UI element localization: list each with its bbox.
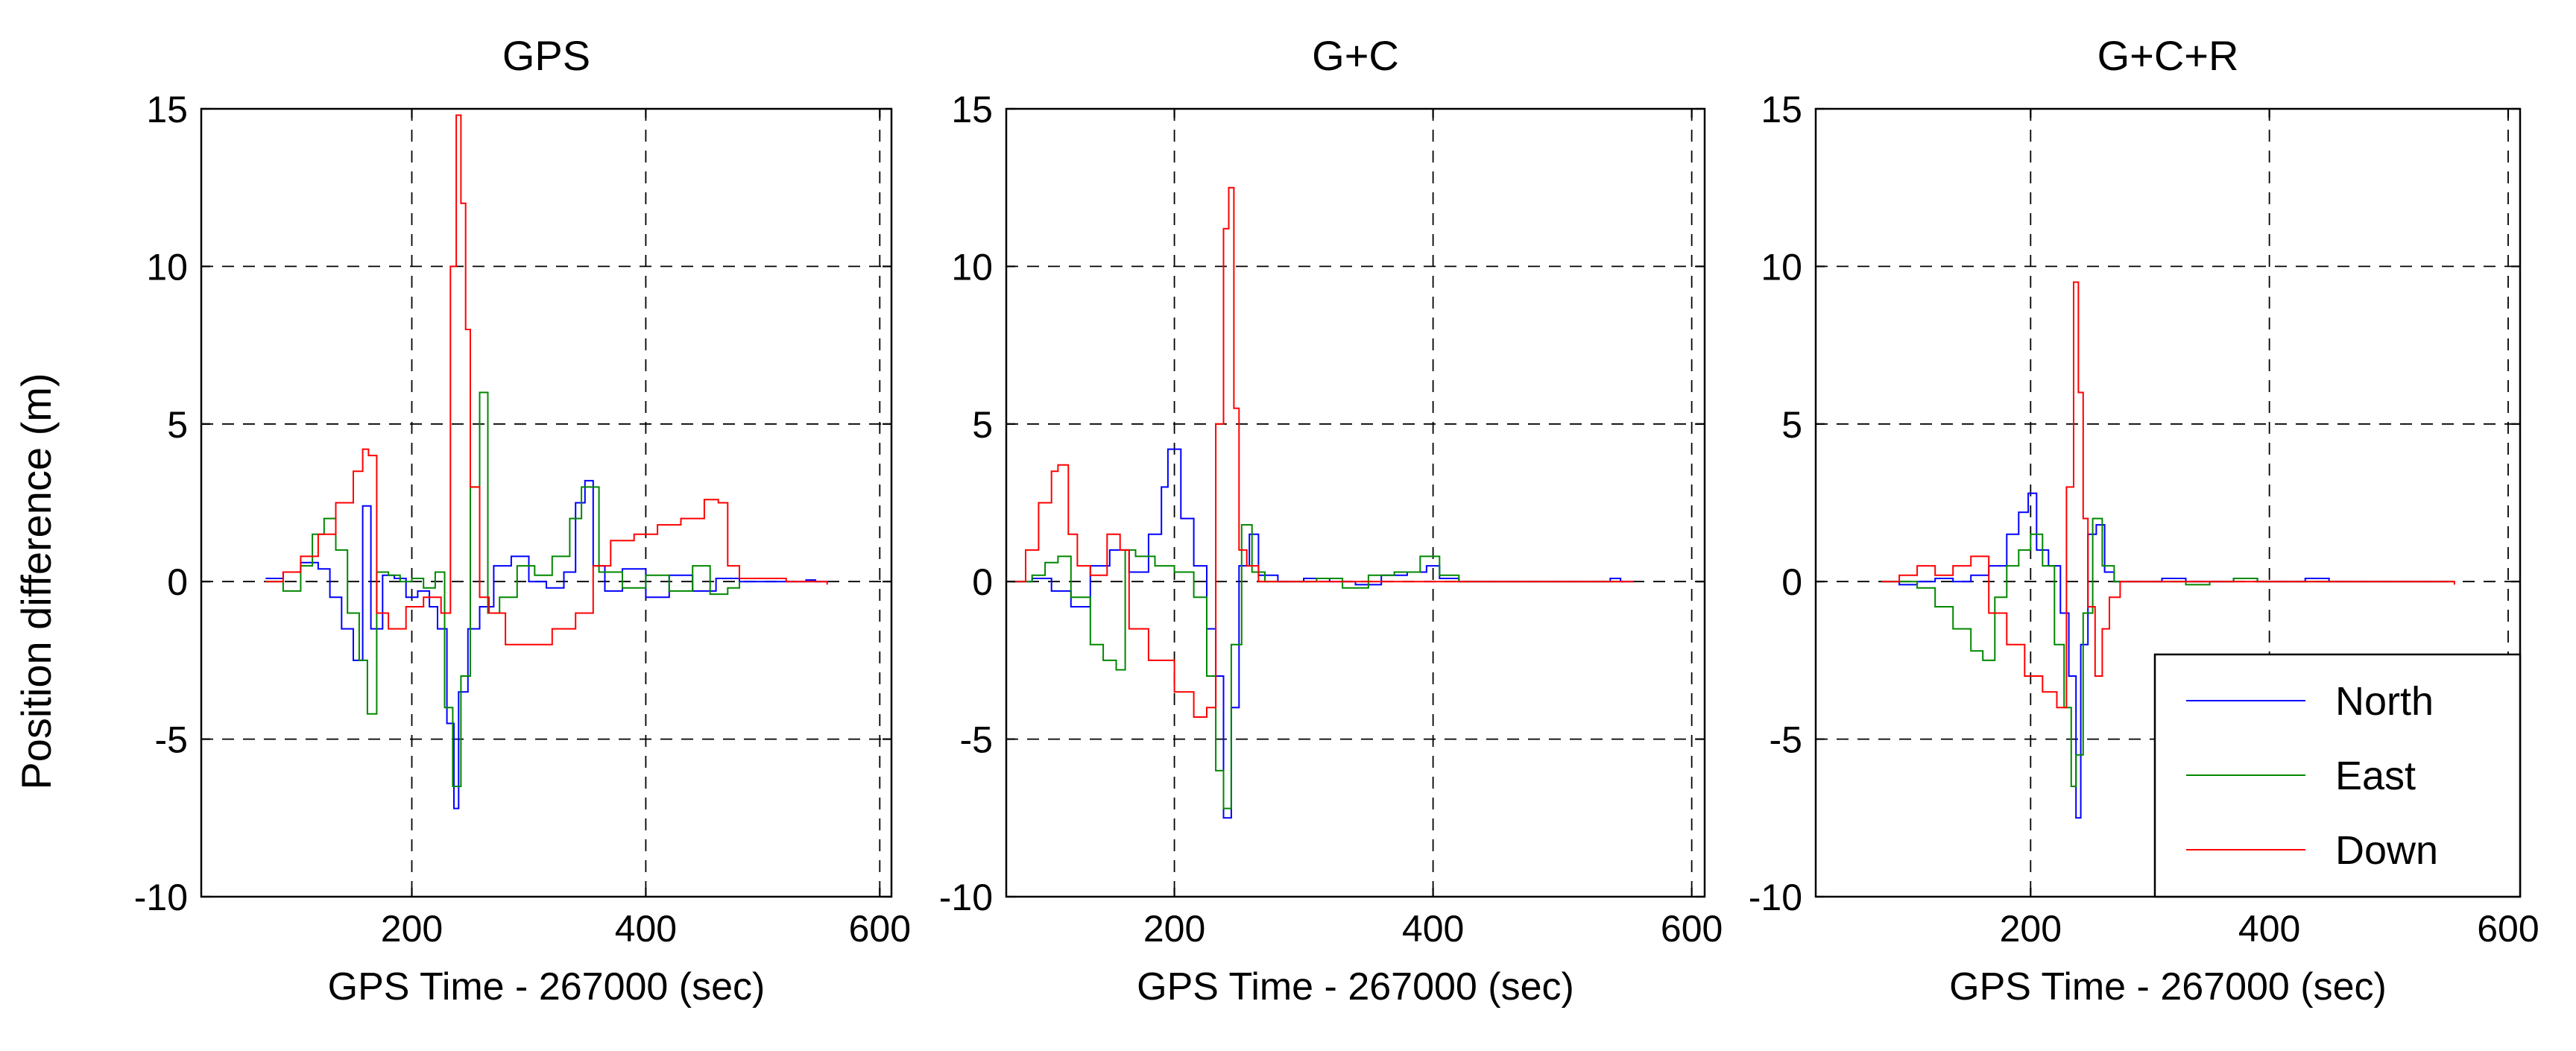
x-axis-label: GPS Time - 267000 (sec) — [1137, 965, 1574, 1009]
legend-label-north: North — [2335, 679, 2434, 724]
x-tick-label: 400 — [2238, 908, 2300, 950]
y-tick-label: -10 — [134, 877, 188, 918]
y-tick-label: 5 — [167, 404, 188, 446]
y-tick-label: -5 — [960, 719, 993, 761]
x-tick-label: 200 — [1143, 908, 1205, 950]
y-tick-label: 10 — [146, 246, 188, 288]
legend: North East Down — [2153, 653, 2522, 898]
panel-gps: 200 400 600 -10 -5 0 5 10 15 GPS GPS Time - 267000… — [134, 32, 911, 1009]
panel-g-c: 200 400 600 -10 -5 0 5 10 15 G+C GPS Time - 267000… — [939, 32, 1723, 1009]
x-axis-label: GPS Time - 267000 (sec) — [1949, 965, 2387, 1009]
y-tick-label: -5 — [1770, 719, 1802, 761]
series-line-down — [265, 114, 828, 646]
x-axis-label: GPS Time - 267000 (sec) — [328, 965, 765, 1009]
chart-title: G+C+R — [2097, 32, 2239, 79]
series-group — [1012, 186, 1634, 819]
series-line-east — [1881, 517, 2449, 787]
y-axis-label: Position difference (m) — [13, 373, 60, 789]
y-tick-label: 0 — [1781, 561, 1802, 603]
y-tick-label: 10 — [1761, 246, 1802, 288]
y-tick-label: 5 — [1781, 404, 1802, 446]
x-tick-label: 600 — [2477, 908, 2539, 950]
y-tick-label: 0 — [972, 561, 993, 603]
chart-title: GPS — [502, 32, 590, 79]
y-tick-label: -10 — [939, 877, 993, 918]
x-tick-label: 200 — [2000, 908, 2062, 950]
x-tick-label: 200 — [381, 908, 443, 950]
axes-frame — [1005, 107, 1706, 898]
y-tick-label: 15 — [1761, 89, 1802, 130]
series-line-east — [1012, 524, 1614, 809]
series-line-east — [265, 391, 740, 787]
series-line-down — [1012, 186, 1634, 718]
series-group — [265, 114, 828, 809]
x-tick-label: 600 — [849, 908, 911, 950]
panel-g-c-r: 200 400 600 -10 -5 0 5 10 15 G+C+R GPS Time - 2670… — [1749, 32, 2539, 1009]
legend-label-east: East — [2335, 754, 2416, 798]
y-tick-label: -10 — [1749, 877, 1802, 918]
y-tick-label: -5 — [155, 719, 188, 761]
y-tick-label: 10 — [951, 246, 993, 288]
y-tick-label: 15 — [146, 89, 188, 130]
x-tick-label: 400 — [1402, 908, 1464, 950]
series-group — [1881, 281, 2455, 819]
x-tick-label: 600 — [1661, 908, 1723, 950]
series-line-north — [265, 479, 827, 809]
chart-title: G+C — [1312, 32, 1399, 79]
axes-frame — [200, 107, 893, 898]
y-tick-label: 15 — [951, 89, 993, 130]
y-tick-label: 5 — [972, 404, 993, 446]
legend-label-down: Down — [2335, 828, 2438, 873]
x-tick-label: 400 — [615, 908, 677, 950]
series-line-down — [1881, 281, 2455, 709]
panels: 200 400 600 -10 -5 0 5 10 15 GPS GPS Time - 267000… — [134, 32, 2539, 1009]
y-tick-label: 0 — [167, 561, 188, 603]
